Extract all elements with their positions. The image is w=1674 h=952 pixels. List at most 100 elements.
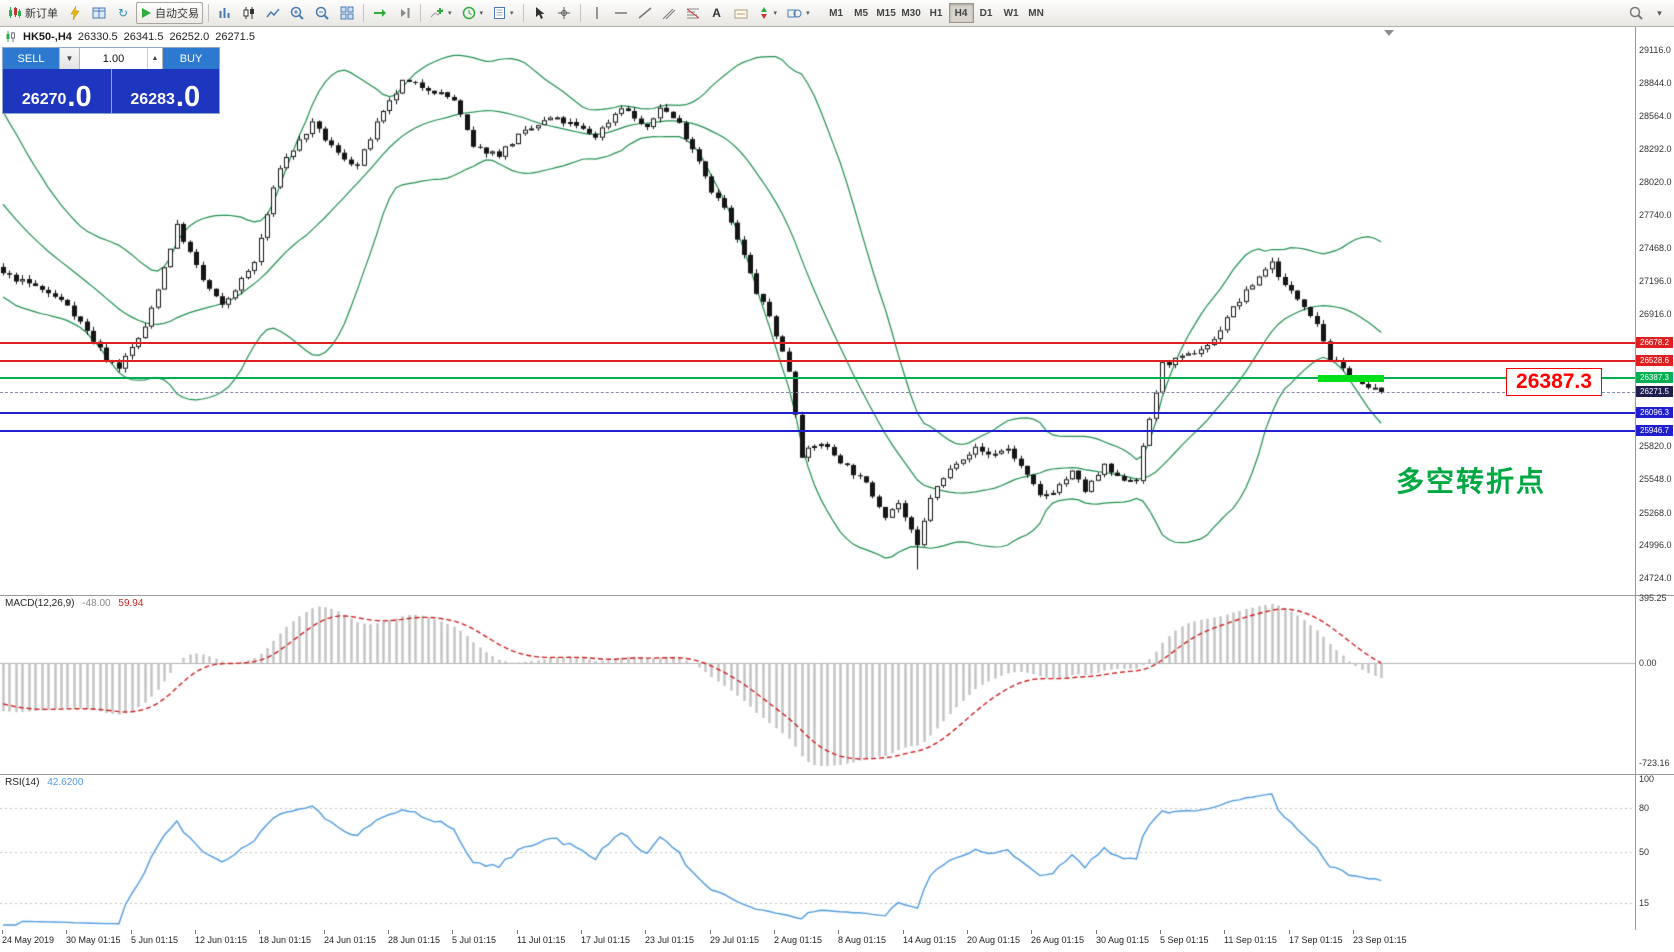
- volume-stepper-up-icon[interactable]: ▲: [147, 48, 162, 69]
- horizontal-line-button[interactable]: [610, 2, 632, 24]
- time-tick: [131, 930, 132, 934]
- buy-price-frac: .0: [175, 81, 201, 114]
- time-tick: [903, 930, 904, 934]
- tile-windows-button[interactable]: [336, 2, 358, 24]
- price-axis-label: 27196.0: [1639, 275, 1672, 286]
- rsi-indicator-canvas[interactable]: [0, 775, 1635, 930]
- trendline-icon: [638, 7, 652, 19]
- fibonacci-button[interactable]: [682, 2, 704, 24]
- timeframe-h4[interactable]: H4: [948, 3, 974, 23]
- symbol-chart-icon: [6, 31, 15, 42]
- timeframe-h1[interactable]: H1: [929, 7, 943, 19]
- zoom-in-icon: [290, 6, 304, 20]
- bar-chart-button[interactable]: [214, 2, 236, 24]
- level-line-resistance-2[interactable]: [0, 360, 1635, 362]
- timeframe-d1[interactable]: D1: [979, 7, 993, 19]
- price-axis-label: 28844.0: [1639, 77, 1672, 88]
- chevron-down-icon: ▾: [1657, 7, 1662, 18]
- rsi-label: RSI(14) 42.6200: [5, 777, 83, 788]
- refresh-button[interactable]: ↻: [112, 2, 134, 24]
- candlestick-chart-button[interactable]: [238, 2, 260, 24]
- price-axis-label: 29116.0: [1639, 45, 1671, 55]
- arrow-marker-button[interactable]: ▾: [754, 2, 782, 24]
- time-axis[interactable]: 24 May 2019 30 May 01:15 5 Jun 01:15 12 Jun…: [0, 930, 1674, 952]
- sell-button[interactable]: SELL: [3, 48, 59, 69]
- time-axis-label: 12 Jun 01:15: [195, 935, 248, 945]
- level-annotation-box[interactable]: 26387.3: [1506, 368, 1602, 396]
- crosshair-button[interactable]: [553, 2, 575, 24]
- time-tick: [195, 930, 196, 934]
- macd-panel-separator[interactable]: [0, 595, 1674, 596]
- volume-field[interactable]: 1.00 ▲: [80, 48, 163, 69]
- level-line-support-1[interactable]: [0, 412, 1635, 414]
- level-tag-support-1[interactable]: 26096.3: [1636, 407, 1673, 418]
- zoom-in-button[interactable]: [286, 2, 309, 24]
- macd-label: MACD(12,26,9) -48.00 59.94: [5, 598, 143, 609]
- rsi-panel-separator[interactable]: [0, 774, 1674, 775]
- buy-price[interactable]: 26283 .0: [112, 69, 220, 113]
- chart-shift-button[interactable]: [393, 2, 415, 24]
- trade-panel-controls: SELL ▼ 1.00 ▲ BUY: [3, 48, 219, 69]
- toolbar-separator: [420, 4, 421, 22]
- timeframe-m1[interactable]: M1: [829, 7, 844, 19]
- periods-button[interactable]: ▾: [458, 2, 488, 24]
- time-axis-label: 30 Aug 01:15: [1096, 935, 1150, 945]
- chevron-down-icon: ▾: [448, 10, 452, 17]
- level-tag-current-bid[interactable]: 26271.5: [1636, 386, 1673, 397]
- templates-button[interactable]: ▾: [489, 2, 518, 24]
- buy-button[interactable]: BUY: [163, 48, 219, 69]
- auto-scroll-icon: [374, 9, 386, 17]
- time-tick: [324, 930, 325, 934]
- level-highlight-segment[interactable]: [1318, 375, 1384, 382]
- text-label-button[interactable]: [730, 2, 752, 24]
- text-label-icon: [734, 9, 748, 18]
- timeframe-m30[interactable]: M30: [901, 7, 921, 19]
- auto-trading-button[interactable]: 自动交易: [136, 2, 203, 24]
- wizard-button[interactable]: [64, 2, 86, 24]
- level-tag-pivot[interactable]: 26387.3: [1636, 372, 1673, 383]
- channel-button[interactable]: [658, 2, 680, 24]
- search-button[interactable]: [1625, 2, 1648, 24]
- timeframe-mn[interactable]: MN: [1028, 7, 1044, 19]
- level-line-current-bid[interactable]: [0, 392, 1635, 393]
- auto-scroll-button[interactable]: [369, 2, 391, 24]
- level-line-pivot[interactable]: [0, 377, 1635, 379]
- timeframe-m5[interactable]: M5: [854, 7, 869, 19]
- line-chart-button[interactable]: [262, 2, 284, 24]
- new-order-candles-icon: [9, 7, 21, 18]
- cursor-button[interactable]: [529, 2, 551, 24]
- timeframe-group: M1 M5 M15 M30 H1 H4 D1 W1 MN: [824, 3, 1049, 23]
- level-tag-resistance-2[interactable]: 26528.6: [1636, 355, 1673, 366]
- symbol-period-label: HK50-,H4: [23, 31, 72, 43]
- trendline-button[interactable]: [634, 2, 656, 24]
- sell-price[interactable]: 26270 .0: [3, 69, 112, 113]
- toolbar: 新订单 ↻ 自动交易: [0, 0, 1674, 27]
- level-line-support-2[interactable]: [0, 430, 1635, 432]
- level-tag-support-2[interactable]: 25946.7: [1636, 425, 1673, 436]
- price-axis-label: 24724.0: [1639, 573, 1672, 583]
- time-axis-label: 17 Sep 01:15: [1289, 935, 1343, 945]
- macd-indicator-canvas[interactable]: [0, 596, 1635, 774]
- chart-shift-marker-icon[interactable]: [1384, 30, 1394, 36]
- timeframe-w1[interactable]: W1: [1003, 7, 1019, 19]
- text-tool-button[interactable]: A: [706, 2, 728, 24]
- volume-dropdown-button[interactable]: ▼: [59, 48, 80, 69]
- indicators-button[interactable]: ▾: [426, 2, 456, 24]
- channel-icon: [662, 8, 675, 20]
- level-line-resistance-1[interactable]: [0, 342, 1635, 344]
- level-tag-resistance-1[interactable]: 26678.2: [1636, 337, 1673, 348]
- zoom-out-button[interactable]: [311, 2, 334, 24]
- price-chart-canvas[interactable]: [0, 27, 1635, 595]
- price-axis-label: 25268.0: [1639, 507, 1672, 518]
- turning-point-text[interactable]: 多空转折点: [1396, 466, 1547, 497]
- timeframe-m15[interactable]: M15: [876, 7, 896, 19]
- shapes-button[interactable]: ▾: [783, 2, 814, 24]
- toolbar-overflow-button[interactable]: ▾: [1648, 2, 1670, 24]
- price-axis-separator[interactable]: [1635, 27, 1636, 952]
- time-axis-label: 20 Aug 01:15: [967, 935, 1021, 945]
- volume-value[interactable]: 1.00: [102, 52, 125, 65]
- vertical-line-button[interactable]: [586, 2, 608, 24]
- market-watch-button[interactable]: [88, 2, 110, 24]
- new-order-button[interactable]: 新订单: [4, 2, 62, 24]
- price-axis-label: 28292.0: [1639, 144, 1672, 155]
